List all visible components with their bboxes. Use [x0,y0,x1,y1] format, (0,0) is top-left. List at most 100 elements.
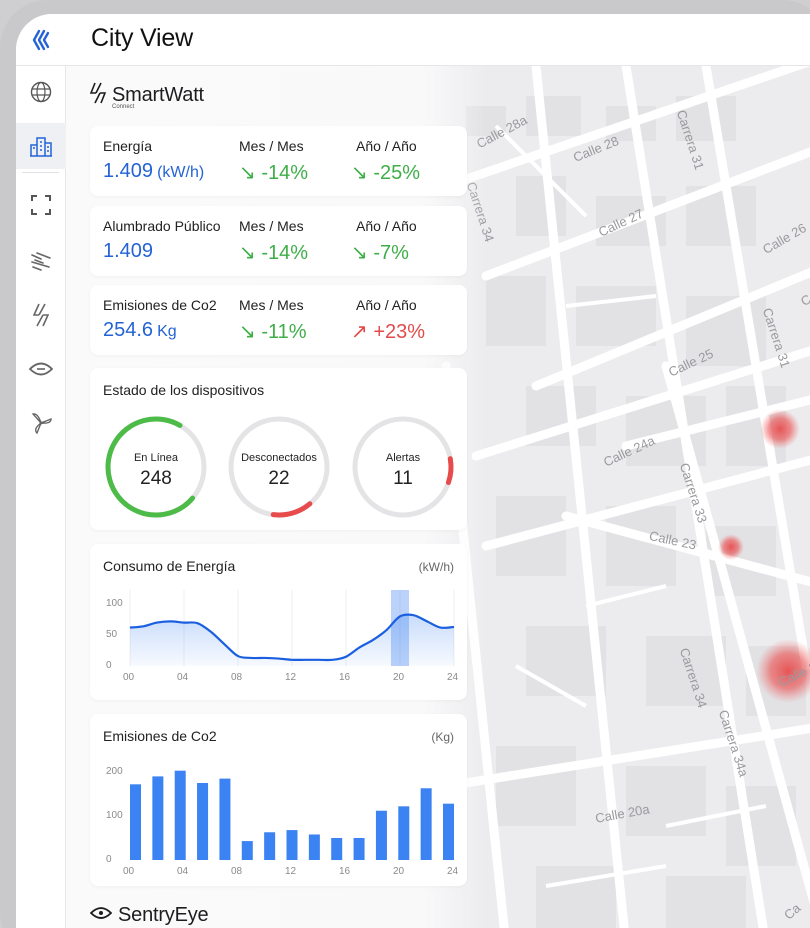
co2-bar [420,788,432,860]
eye-icon[interactable] [16,346,66,392]
kpi-label: Energía [103,138,153,154]
gauge-ring [228,416,330,518]
hotspot-marker[interactable] [760,409,800,449]
energy-chart-svg [129,590,455,666]
co2-bar [152,776,164,860]
kpi-mm-delta: ↘ -11% [239,321,307,343]
co2-bar [375,810,387,860]
kpi-aa-delta: ↗ +23% [351,321,426,343]
co2-chart[interactable]: 200 100 0 00 04 08 12 16 20 24 [90,714,467,886]
kpi-unit: Kg [157,323,177,340]
kpi-mm-delta: ↘ -14% [239,162,309,184]
brand-subtitle: Connect [112,104,135,110]
dashboard-panel: SmartWatt Connect Energía 1.409 (kW/h) Mes … [66,66,486,928]
kpi-card: Alumbrado Público 1.409 Mes / Mes ↘ -14% Año… [90,206,467,276]
wind-icon[interactable] [16,238,66,284]
co2-chart-unit: (Kg) [431,730,454,744]
globe-icon[interactable] [16,69,66,115]
kpi-aa-delta: ↘ -25% [351,162,421,184]
x-tick-label: 08 [231,672,243,683]
hotspot-marker[interactable] [756,639,810,703]
brand-name: SmartWatt [112,84,204,106]
co2-chart-card: Emisiones de Co2 (Kg) 200 100 0 00 04 08 12 16 2… [90,714,467,886]
gauge-label: Desconectados [241,452,317,464]
x-tick-label: 20 [393,866,405,877]
kpi-aa-label: Año / Año [356,297,417,313]
map-streets [441,66,810,928]
fullscreen-icon[interactable] [16,182,66,228]
sentryeye-brand: SentryEye [89,904,209,927]
bolt-icon[interactable] [16,292,66,338]
gauge-track [352,416,454,518]
gauge-track [228,416,330,518]
co2-bar [443,803,454,860]
kpi-unit: (kW/h) [157,164,205,181]
gauge-label: En Línea [133,452,179,464]
kpi-card: Emisiones de Co2 254.6 Kg Mes / Mes ↘ -11% Añ… [90,285,467,355]
co2-bar [353,838,365,860]
gauge-ring [352,416,454,518]
device-gauge: En Línea 248 [103,414,209,520]
kpi-mm-delta: ↘ -14% [239,242,309,264]
energy-chart-unit: (kW/h) [418,560,454,574]
x-tick-label: 04 [177,672,189,683]
buildings-icon[interactable] [16,123,66,169]
kpi-label: Emisiones de Co2 [103,297,217,313]
devices-title: Estado de los dispositivos [103,382,265,398]
gauge-value: 22 [268,468,290,489]
y-tick-label: 200 [106,766,123,777]
x-tick-label: 00 [123,672,135,683]
kpi-aa-label: Año / Año [356,218,417,234]
x-tick-label: 24 [447,672,459,683]
smartwatt-brand: SmartWatt Connect [89,82,204,110]
bolt-logo-icon [89,82,107,109]
hotspot-marker[interactable] [718,534,744,560]
x-tick-label: 12 [285,866,297,877]
logo-icon[interactable] [16,14,66,66]
kpi-value: 1.409 [103,240,157,263]
kpi-card: Energía 1.409 (kW/h) Mes / Mes ↘ -14% Año / A… [90,126,467,196]
co2-chart-title: Emisiones de Co2 [103,728,217,744]
kpi-number: 254.6 [103,319,154,341]
energy-chart[interactable]: 100 50 0 00 04 08 12 16 20 24 [90,544,467,700]
x-tick-label: 08 [231,866,243,877]
devices-card: Estado de los dispositivos En Línea 248 De… [90,368,467,530]
kpi-aa-label: Año / Año [356,138,417,154]
co2-bar [398,806,410,860]
kpi-label: Alumbrado Público [103,218,221,234]
co2-bar [331,838,343,860]
x-tick-label: 16 [339,866,351,877]
x-tick-label: 20 [393,672,405,683]
x-tick-label: 04 [177,866,189,877]
gauge-arc [352,416,454,518]
kpi-value: 254.6 Kg [103,319,177,342]
kpi-number: 1.409 [103,240,154,262]
co2-bar [174,770,186,860]
co2-bar [308,834,320,860]
y-tick-label: 100 [106,598,123,609]
x-tick-label: 24 [447,866,459,877]
co2-bar [197,783,209,860]
energy-area [130,614,454,666]
x-tick-label: 00 [123,866,135,877]
co2-bar [219,778,231,860]
energy-chart-title: Consumo de Energía [103,558,236,574]
gauge-value: 11 [393,468,413,489]
app-header: City View [16,14,810,66]
gauge-value: 248 [140,468,172,489]
co2-chart-svg [130,770,454,860]
kpi-mm-label: Mes / Mes [239,297,304,313]
y-tick-label: 50 [106,629,118,640]
fan-icon[interactable] [16,400,66,446]
gauge-arc [105,416,207,518]
sidebar [16,66,66,928]
y-tick-label: 100 [106,810,123,821]
gauge-label: Alertas [385,452,421,464]
kpi-value: 1.409 (kW/h) [103,160,204,183]
y-tick-label: 0 [106,854,112,865]
energy-chart-card: Consumo de Energía (kW/h) 100 50 0 00 04 08 12… [90,544,467,700]
co2-bar [241,841,253,860]
x-tick-label: 12 [285,672,297,683]
co2-bar [130,784,141,860]
